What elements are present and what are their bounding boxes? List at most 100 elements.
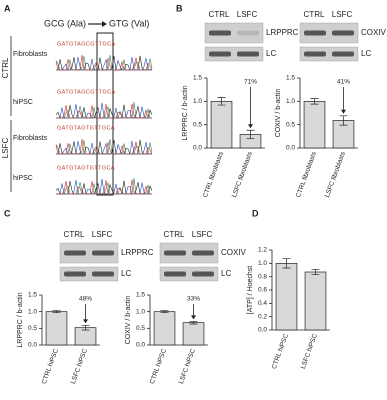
bar xyxy=(303,100,326,149)
y-axis-label: LRPPRC / b-actin xyxy=(17,292,24,347)
annotation: 33% xyxy=(187,296,200,303)
codon-box xyxy=(96,32,114,196)
y-tick-label: 0.6 xyxy=(258,287,267,294)
blot-image xyxy=(159,242,219,264)
chromatogram-trace xyxy=(56,179,152,195)
annotation-arrow-head xyxy=(191,315,196,320)
y-tick-label: 1.5 xyxy=(136,292,145,299)
y-tick-label: 0.4 xyxy=(258,300,267,307)
sequence: GATGTAGCGTTGCA xyxy=(57,41,116,47)
blot-band xyxy=(164,250,186,256)
y-tick-label: 0.0 xyxy=(136,342,145,349)
y-tick-label: 0.8 xyxy=(258,273,267,280)
blot-band xyxy=(92,250,114,256)
group-label: CTRL xyxy=(1,57,10,78)
y-tick-label: 0.0 xyxy=(28,342,37,349)
x-tick-label: LSFC hiPSC xyxy=(70,348,89,385)
blot-band xyxy=(332,30,354,36)
error-bar xyxy=(282,258,291,269)
y-tick-label: 1.0 xyxy=(136,308,145,315)
error-bar xyxy=(310,98,319,105)
sequence: GATGTAGCGTTGCA xyxy=(57,89,116,95)
band-label: LRPPRC xyxy=(121,248,154,257)
blot-band xyxy=(304,30,326,36)
lane-label: LSFC xyxy=(237,10,258,19)
band-label: COXIV xyxy=(221,248,247,257)
error-bar xyxy=(246,129,255,140)
band-label: LC xyxy=(221,269,231,278)
y-tick-label: 1.5 xyxy=(286,75,295,82)
blot-band xyxy=(237,51,259,57)
bar xyxy=(153,311,176,346)
band-label: LC xyxy=(121,269,131,278)
lane-label: CTRL xyxy=(164,230,185,239)
y-tick-label: 1.0 xyxy=(258,260,267,267)
blot-image xyxy=(299,46,359,62)
y-axis-label: [ATP] / Hoechst xyxy=(247,266,254,315)
y-axis-label: COXIV / b-actin xyxy=(275,89,282,138)
annotation: 48% xyxy=(79,296,92,303)
band-label: LC xyxy=(361,49,371,58)
blot-image xyxy=(204,22,264,44)
mutation-from: GCG (Ala) xyxy=(44,18,86,28)
x-tick-label: CTRL fibroblasts xyxy=(202,150,225,198)
y-tick-label: 1.0 xyxy=(286,98,295,105)
y-tick-label: 0.0 xyxy=(258,327,267,334)
bar xyxy=(45,311,68,346)
chromatogram-trace xyxy=(55,180,153,195)
lane-label: CTRL xyxy=(64,230,85,239)
x-tick-label: LSFC hiPSC xyxy=(300,333,319,370)
blot-image xyxy=(159,266,219,282)
error-bar xyxy=(217,97,226,106)
x-tick-label: CTRL fibroblasts xyxy=(295,150,318,198)
lane-label: CTRL xyxy=(304,10,325,19)
error-bar xyxy=(81,324,90,331)
lane-label: LSFC xyxy=(92,230,113,239)
annotation-arrow-head xyxy=(341,109,346,114)
blot-band xyxy=(304,51,326,57)
sample-label: Fibroblasts xyxy=(13,135,48,142)
x-tick-label: CTRL hiPSC xyxy=(271,333,290,370)
blot-band xyxy=(237,30,259,36)
bar xyxy=(210,100,233,149)
sequence: GATGTAGTGTTGCA xyxy=(57,165,115,171)
panel-label: C xyxy=(4,208,11,218)
bar xyxy=(182,322,205,346)
annotation: 71% xyxy=(244,79,257,86)
band-label: COXIV xyxy=(361,28,387,37)
blot-band xyxy=(64,271,86,277)
blot-band xyxy=(164,271,186,277)
bar xyxy=(275,262,298,331)
annotation: 41% xyxy=(337,79,350,86)
blot-band xyxy=(192,271,214,277)
blot-band xyxy=(209,51,231,57)
chromatogram-trace xyxy=(56,103,152,119)
annotation-arrow-head xyxy=(248,124,253,129)
y-tick-label: 0.5 xyxy=(286,121,295,128)
error-bar xyxy=(339,115,348,126)
mutation-to: GTG (Val) xyxy=(109,18,149,28)
blot-band xyxy=(64,250,86,256)
error-bar xyxy=(189,320,198,325)
y-tick-label: 1.2 xyxy=(258,247,267,254)
chromatogram-trace xyxy=(55,54,153,71)
y-tick-label: 0.0 xyxy=(286,145,295,152)
blot-image xyxy=(59,242,119,264)
y-axis-label: LRPPRC / b-actin xyxy=(182,85,189,140)
mutation-arrow-head xyxy=(102,21,107,27)
blot-image xyxy=(59,266,119,282)
y-tick-label: 0.5 xyxy=(193,121,202,128)
panel-label: A xyxy=(4,3,11,13)
y-tick-label: 1.5 xyxy=(28,292,37,299)
blot-band xyxy=(92,271,114,277)
band-label: LC xyxy=(266,49,276,58)
lane-label: LSFC xyxy=(192,230,213,239)
y-axis-label: COXIV / b-actin xyxy=(125,296,132,345)
chromatogram-trace xyxy=(55,104,153,119)
sample-label: Fibroblasts xyxy=(13,51,48,58)
error-bar xyxy=(160,310,169,314)
bar xyxy=(304,271,327,331)
y-tick-label: 0.5 xyxy=(136,325,145,332)
y-tick-label: 0.2 xyxy=(258,313,267,320)
